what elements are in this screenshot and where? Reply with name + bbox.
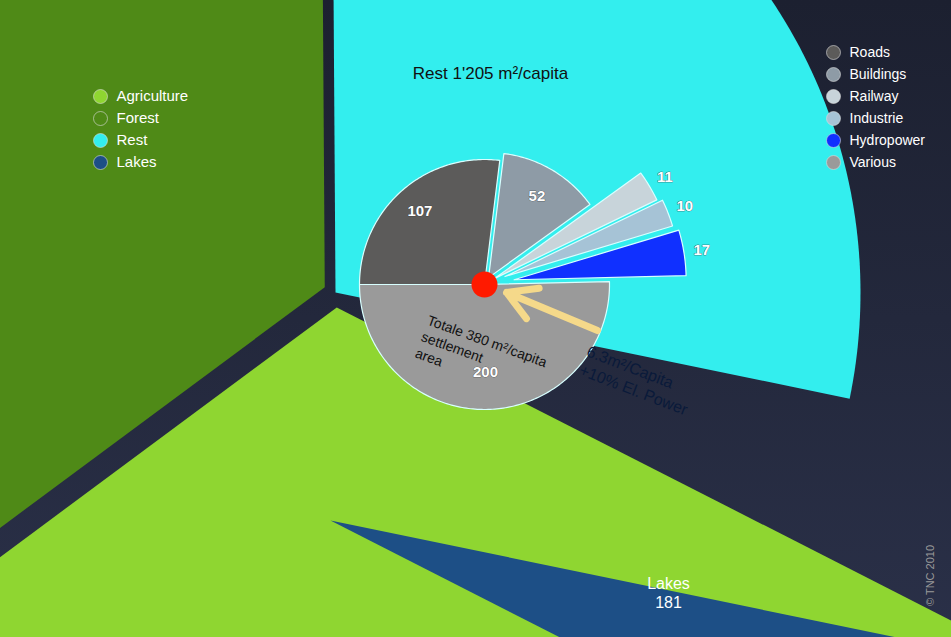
svg-text:Totale 380 m²/capitasettlement: Totale 380 m²/capitasettlementarea xyxy=(413,312,549,403)
svg-text:Roads: Roads xyxy=(850,44,890,60)
svg-text:Railway: Railway xyxy=(850,88,899,104)
svg-text:Hydropower: Hydropower xyxy=(850,132,926,148)
svg-text:Rest 1'205 m²/capita: Rest 1'205 m²/capita xyxy=(413,64,569,83)
svg-text:© TNC 2010: © TNC 2010 xyxy=(924,545,936,606)
svg-text:Rest: Rest xyxy=(117,131,149,148)
svg-text:6.3m²/Capita+10% El. Power: 6.3m²/Capita+10% El. Power xyxy=(577,343,698,419)
svg-text:Forest: Forest xyxy=(117,109,160,126)
svg-text:11: 11 xyxy=(657,168,673,185)
svg-text:Lakes181: Lakes181 xyxy=(647,575,690,611)
svg-text:52: 52 xyxy=(529,187,546,204)
svg-text:10: 10 xyxy=(676,197,693,214)
svg-text:Lakes: Lakes xyxy=(117,153,157,170)
svg-text:Industrie: Industrie xyxy=(850,110,904,126)
svg-text:Buildings: Buildings xyxy=(850,66,907,82)
svg-text:Agriculture: Agriculture xyxy=(117,87,189,104)
svg-text:17: 17 xyxy=(693,241,710,258)
svg-text:Various: Various xyxy=(850,154,896,170)
svg-text:107: 107 xyxy=(407,202,432,219)
svg-text:200: 200 xyxy=(473,363,498,380)
